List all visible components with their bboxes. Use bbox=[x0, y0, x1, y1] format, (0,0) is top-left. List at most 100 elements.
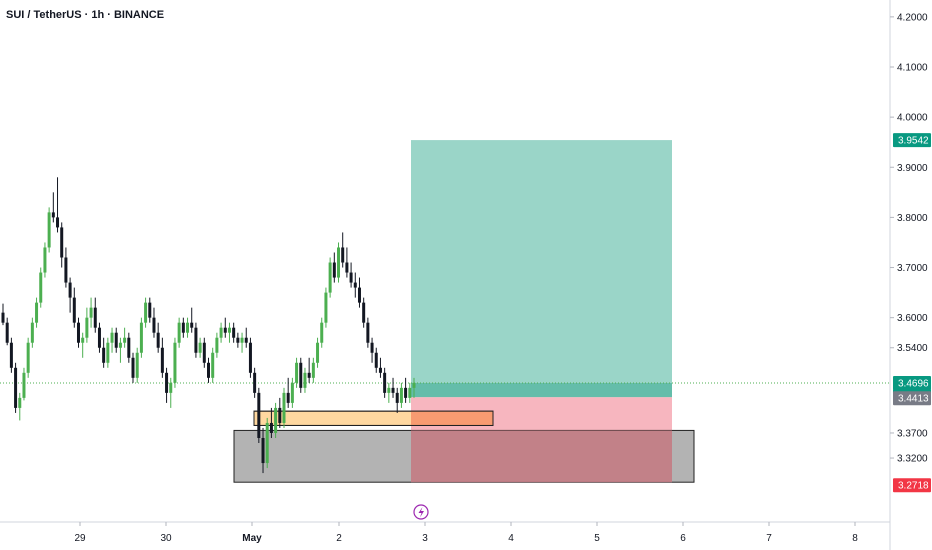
candle-body bbox=[387, 387, 391, 393]
candle-body bbox=[215, 337, 219, 353]
price-badge bbox=[893, 133, 931, 148]
price-badge bbox=[893, 376, 931, 391]
candle-body bbox=[89, 307, 93, 318]
candle-body bbox=[135, 352, 139, 378]
symbol-title: SUI / TetherUS · 1h · BINANCE bbox=[6, 9, 165, 21]
candle-body bbox=[341, 247, 345, 263]
price-tick-label: 3.7000 bbox=[897, 263, 928, 274]
filled-target-zone bbox=[411, 383, 672, 398]
price-tick-label: 3.3200 bbox=[897, 454, 928, 465]
candle-body bbox=[399, 387, 403, 403]
target-zone bbox=[411, 140, 672, 398]
time-tick-label: 6 bbox=[680, 533, 686, 544]
stop-overlap-zone bbox=[411, 430, 672, 483]
candle-body bbox=[14, 367, 18, 408]
candle-body bbox=[152, 317, 156, 333]
candle-body bbox=[274, 407, 278, 433]
time-tick-label: 3 bbox=[422, 533, 428, 544]
candle-body bbox=[43, 247, 47, 273]
candle-body bbox=[383, 372, 387, 393]
price-tick-label: 4.0000 bbox=[897, 113, 928, 124]
candle-body bbox=[22, 372, 26, 398]
candle-body bbox=[85, 317, 89, 338]
candle-body bbox=[47, 212, 51, 248]
drawing-zones bbox=[0, 140, 890, 483]
candle-body bbox=[207, 362, 210, 378]
time-tick-label: 4 bbox=[508, 533, 514, 544]
price-tick-label: 3.5400 bbox=[897, 343, 928, 354]
candle-body bbox=[110, 332, 114, 343]
orange-overlap-zone bbox=[411, 411, 493, 426]
candle-body bbox=[248, 342, 252, 373]
candle-body bbox=[81, 337, 85, 343]
candle-body bbox=[353, 282, 357, 288]
candle-body bbox=[177, 322, 181, 343]
candle-body bbox=[261, 437, 265, 464]
candle-body bbox=[337, 247, 341, 278]
candle-body bbox=[118, 342, 122, 348]
candle-body bbox=[345, 262, 349, 273]
candle-body bbox=[227, 327, 231, 333]
time-tick-label: 30 bbox=[160, 533, 172, 544]
candle-body bbox=[131, 357, 135, 378]
price-badge bbox=[893, 478, 931, 493]
candle-body bbox=[106, 342, 110, 363]
candle-body bbox=[64, 257, 68, 283]
candle-body bbox=[198, 342, 202, 353]
candle-body bbox=[412, 382, 416, 388]
candle-body bbox=[307, 372, 311, 378]
price-badge bbox=[893, 391, 931, 406]
price-tick-label: 4.1000 bbox=[897, 63, 928, 74]
candle-body bbox=[324, 292, 328, 323]
candle-body bbox=[5, 322, 9, 343]
candle-body bbox=[295, 362, 299, 383]
candle-body bbox=[60, 227, 64, 258]
candle-body bbox=[76, 322, 80, 343]
time-tick-label: May bbox=[242, 533, 262, 544]
candle-body bbox=[56, 217, 60, 228]
candle-body bbox=[72, 297, 76, 323]
candle-body bbox=[404, 387, 408, 398]
orange-zone-border bbox=[253, 410, 494, 426]
candle-body bbox=[219, 327, 223, 338]
candle-body bbox=[391, 387, 395, 393]
price-tick-label: 3.3700 bbox=[897, 428, 928, 439]
candle-body bbox=[173, 342, 177, 383]
candle-body bbox=[26, 342, 30, 373]
candle-body bbox=[328, 262, 332, 293]
candle-body bbox=[9, 342, 13, 368]
candle-body bbox=[378, 367, 382, 373]
time-axis[interactable]: 29 30 May 2 3 4 5 6 7 8 bbox=[0, 521, 890, 544]
candle-body bbox=[194, 327, 198, 353]
candle-body bbox=[366, 322, 370, 343]
candle-body bbox=[257, 392, 261, 438]
candle-body bbox=[181, 322, 185, 333]
candle-body bbox=[39, 272, 43, 303]
candle-body bbox=[223, 327, 227, 333]
event-icon[interactable] bbox=[413, 504, 429, 520]
price-axis[interactable]: 4.2000 4.1000 4.0000 3.9000 3.8000 3.7000 3.60… bbox=[889, 0, 928, 550]
lightning-glyph bbox=[418, 507, 424, 518]
time-tick-label: 2 bbox=[336, 533, 342, 544]
candle-body bbox=[139, 322, 143, 353]
price-badge-label: 3.4413 bbox=[898, 394, 929, 405]
price-badge-label: 3.4696 bbox=[898, 379, 929, 390]
candle-body bbox=[202, 342, 206, 363]
time-tick-label: 7 bbox=[766, 533, 772, 544]
candle-body bbox=[236, 337, 240, 343]
candle-body bbox=[286, 392, 290, 403]
candle-body bbox=[311, 362, 315, 378]
candle-body bbox=[374, 352, 378, 368]
candle-body bbox=[303, 372, 307, 388]
candle-body bbox=[320, 322, 324, 343]
time-tick-label: 5 bbox=[594, 533, 600, 544]
candles bbox=[1, 177, 416, 474]
time-tick-label: 29 bbox=[74, 533, 86, 544]
candle-body bbox=[186, 322, 190, 333]
price-tick-label: 4.2000 bbox=[897, 12, 928, 23]
candle-body bbox=[144, 302, 148, 323]
candle-body bbox=[123, 337, 127, 343]
price-tick-label: 3.8000 bbox=[897, 213, 928, 224]
